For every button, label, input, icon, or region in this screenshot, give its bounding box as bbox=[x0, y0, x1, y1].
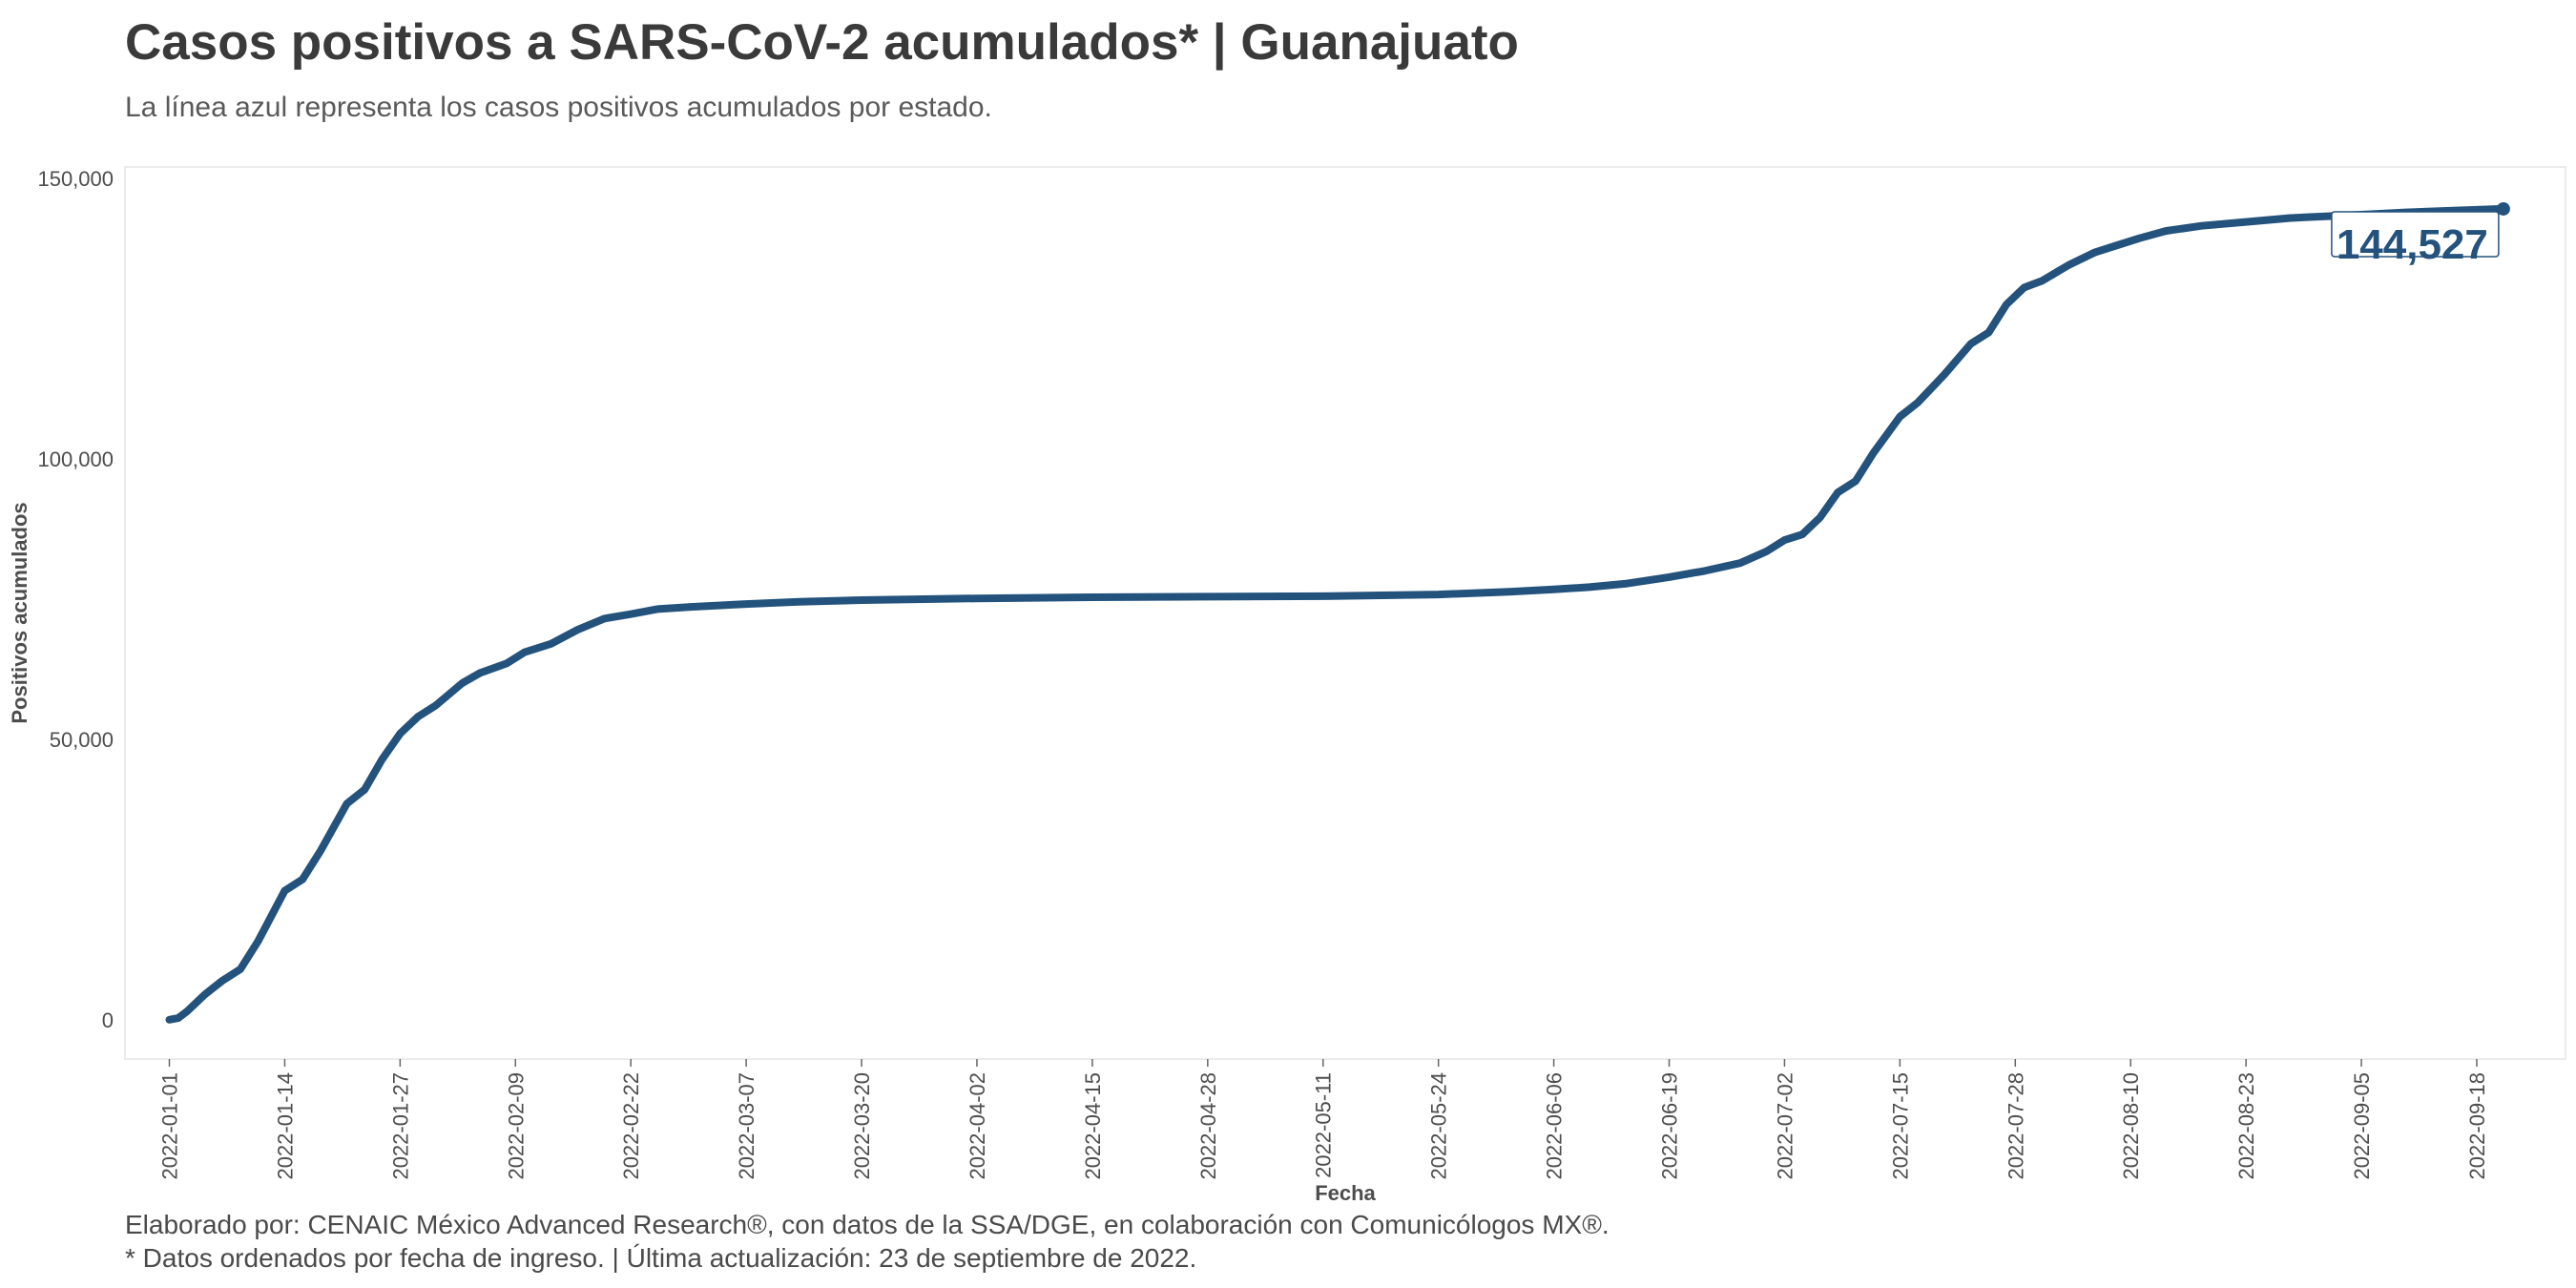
y-axis-title: Positivos acumulados bbox=[8, 502, 31, 723]
x-tick-label: 2022-06-06 bbox=[1543, 1072, 1567, 1180]
y-tick-label: 100,000 bbox=[37, 447, 114, 471]
x-tick-label: 2022-09-18 bbox=[2465, 1072, 2489, 1180]
end-label-box bbox=[2331, 211, 2500, 258]
y-tick-label: 0 bbox=[102, 1008, 114, 1032]
footer-note: * Datos ordenados por fecha de ingreso. … bbox=[125, 1243, 1197, 1273]
x-tick-label: 2022-04-02 bbox=[966, 1072, 989, 1180]
x-tick-label: 2022-01-14 bbox=[273, 1072, 297, 1180]
x-tick-label: 2022-08-10 bbox=[2119, 1072, 2143, 1180]
x-tick-label: 2022-07-15 bbox=[1888, 1072, 1912, 1180]
x-tick-label: 2022-07-28 bbox=[2004, 1072, 2027, 1180]
x-tick-label: 2022-04-28 bbox=[1196, 1072, 1220, 1180]
y-axis-ticks: 0 50,000 100,000 150,000 bbox=[37, 167, 114, 1032]
x-axis-ticks: 2022-01-01 2022-01-14 2022-01-27 2022-02-09… bbox=[158, 1059, 2489, 1180]
x-tick-label: 2022-05-11 bbox=[1312, 1072, 1336, 1178]
chart-subtitle: La línea azul representa los casos posit… bbox=[125, 92, 992, 123]
chart-title: Casos positivos a SARS-CoV-2 acumulados*… bbox=[125, 14, 1519, 71]
x-tick-label: 2022-09-05 bbox=[2350, 1072, 2374, 1180]
x-tick-label: 2022-01-27 bbox=[388, 1072, 412, 1180]
x-tick-label: 2022-08-23 bbox=[2234, 1072, 2258, 1180]
y-tick-label: 150,000 bbox=[37, 167, 114, 191]
x-tick-label: 2022-03-20 bbox=[850, 1072, 874, 1180]
footer-credits: Elaborado por: CENAIC México Advanced Re… bbox=[125, 1210, 1610, 1239]
x-tick-label: 2022-01-01 bbox=[158, 1072, 182, 1180]
x-tick-label: 2022-03-07 bbox=[735, 1072, 758, 1180]
x-axis-title: Fecha bbox=[1315, 1181, 1376, 1205]
end-value-label: 144,527 bbox=[2337, 221, 2488, 268]
x-tick-label: 2022-04-15 bbox=[1081, 1072, 1105, 1180]
x-tick-label: 2022-05-24 bbox=[1427, 1072, 1451, 1180]
x-tick-label: 2022-02-09 bbox=[504, 1072, 528, 1180]
x-tick-label: 2022-02-22 bbox=[619, 1072, 643, 1180]
plot-frame bbox=[124, 166, 2566, 1060]
x-tick-label: 2022-07-02 bbox=[1773, 1072, 1797, 1180]
series-line bbox=[165, 204, 2507, 1024]
y-tick-label: 50,000 bbox=[50, 728, 114, 752]
x-tick-label: 2022-06-19 bbox=[1658, 1072, 1682, 1180]
series-end-point bbox=[2496, 201, 2510, 216]
